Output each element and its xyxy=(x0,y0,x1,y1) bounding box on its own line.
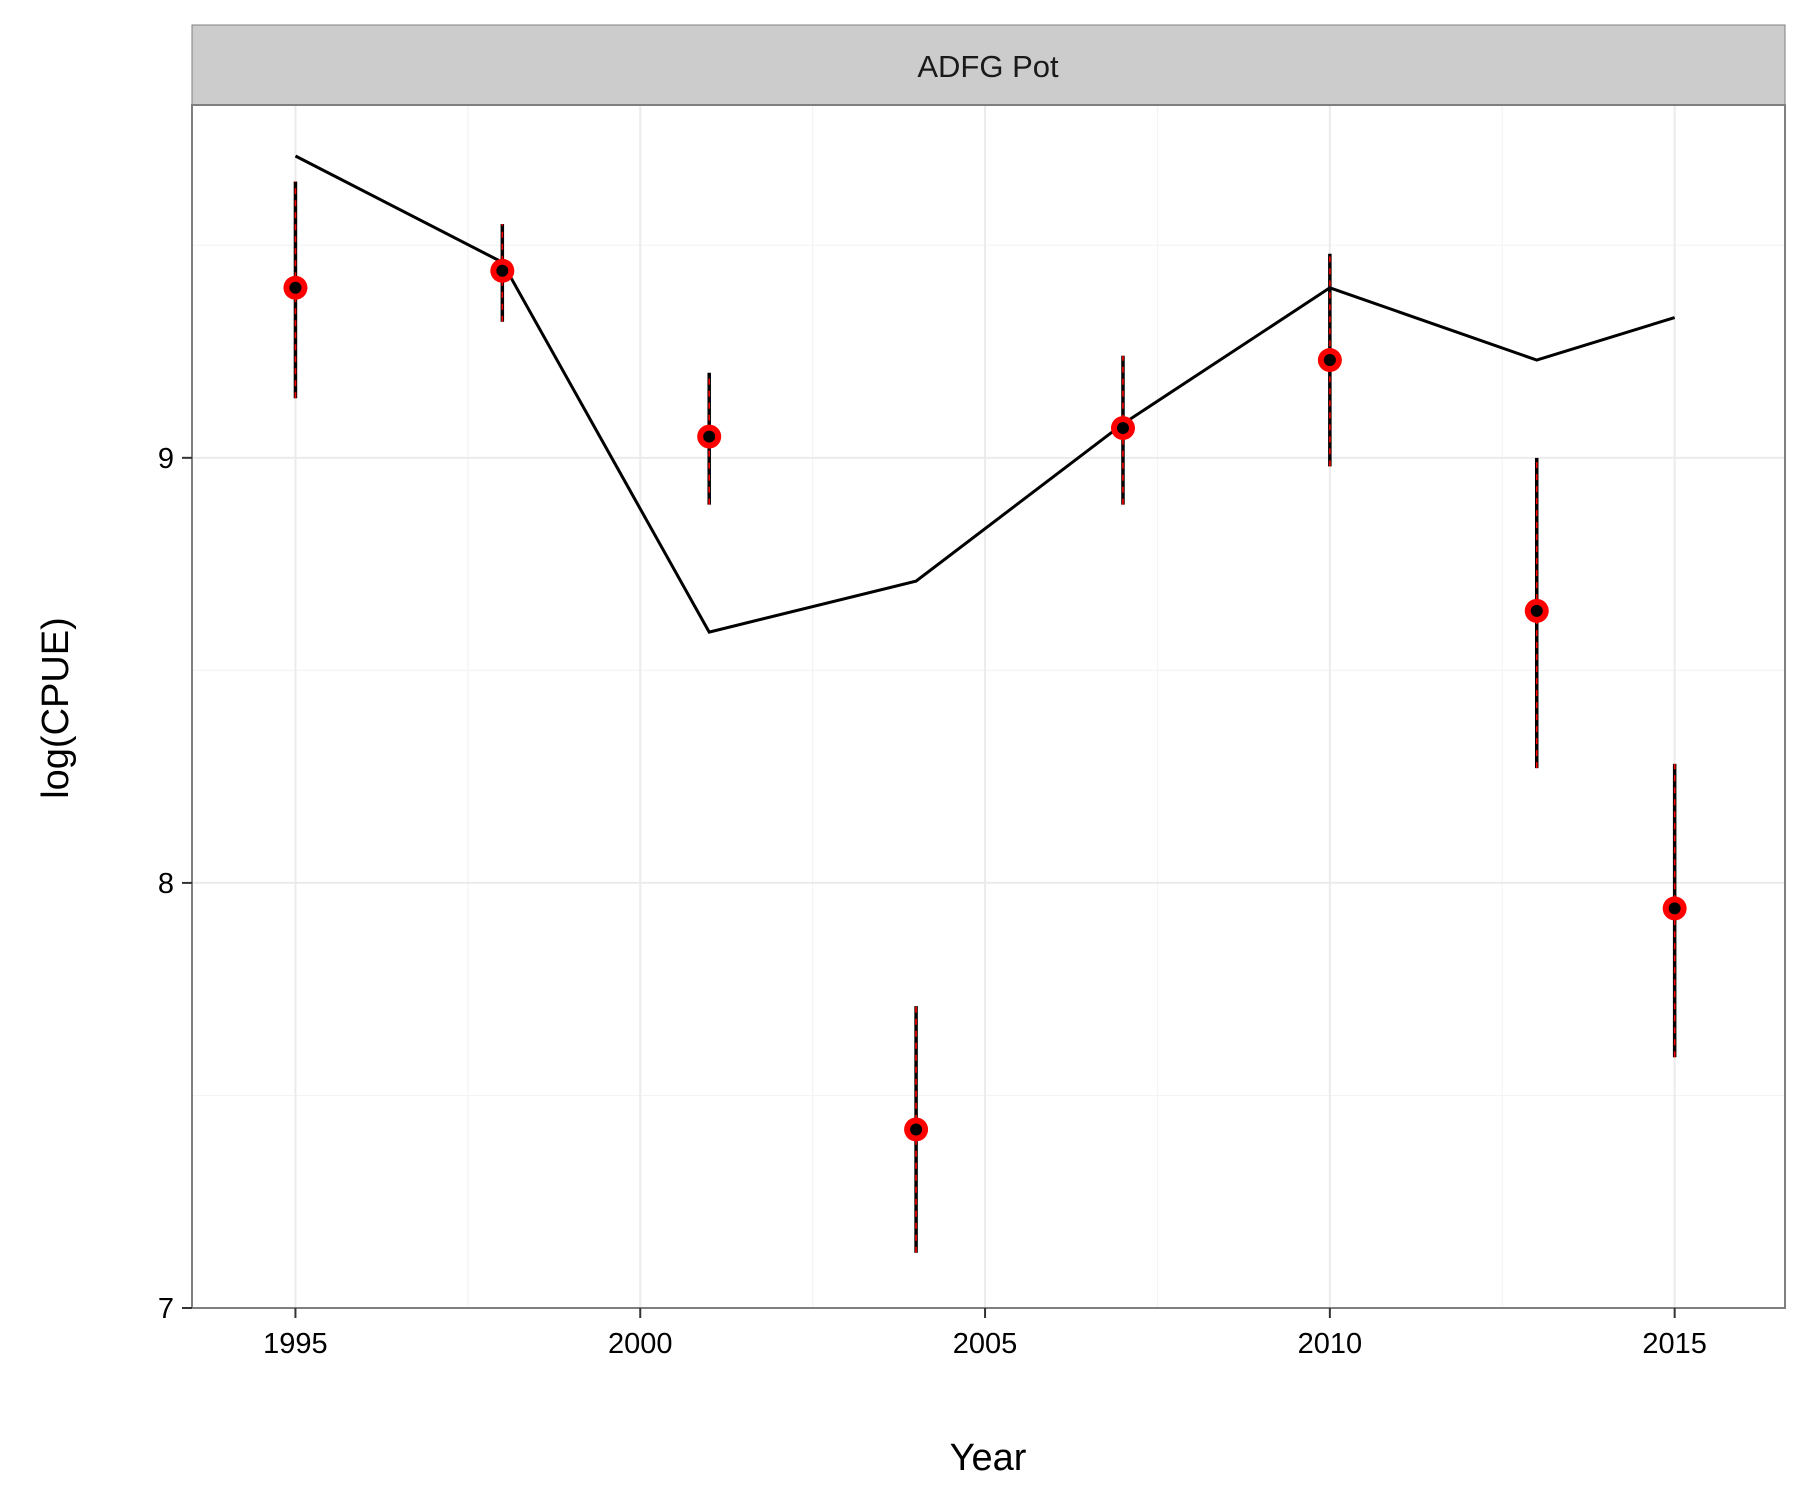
y-axis-title: log(CPUE) xyxy=(35,617,77,799)
facet-strip: ADFG Pot xyxy=(191,24,1786,106)
minor-gridlines xyxy=(192,105,1785,1308)
observed-point-center xyxy=(496,264,509,277)
observed-point-center xyxy=(289,281,302,294)
plot-panel-border xyxy=(191,104,1786,1309)
x-tick-label: 2005 xyxy=(953,1328,1018,1360)
y-tick-label: 7 xyxy=(158,1293,174,1325)
observed-point-center xyxy=(1323,354,1336,367)
observed-point-center xyxy=(1116,422,1129,435)
observed-point-center xyxy=(1530,604,1543,617)
observed-points xyxy=(283,258,1687,1142)
x-tick-label: 1995 xyxy=(263,1328,328,1360)
predicted-series-line xyxy=(294,154,1676,634)
x-tick-label: 2010 xyxy=(1298,1328,1363,1360)
x-tick-label: 2000 xyxy=(608,1328,673,1360)
y-axis: 7 8 9 xyxy=(158,443,192,1325)
y-tick-label: 8 xyxy=(158,868,174,900)
observed-point-center xyxy=(703,430,716,443)
facet-strip-label: ADFG Pot xyxy=(917,49,1059,84)
x-axis: 1995 2000 2005 2010 2015 xyxy=(263,1308,1707,1360)
observed-point-center xyxy=(1668,902,1681,915)
facet-strip-background xyxy=(191,24,1786,106)
plot-panel xyxy=(192,105,1785,1308)
x-tick-label: 2015 xyxy=(1642,1328,1707,1360)
y-tick-label: 9 xyxy=(158,443,174,475)
observed-point-center xyxy=(910,1123,923,1136)
x-axis-title: Year xyxy=(950,1437,1027,1479)
